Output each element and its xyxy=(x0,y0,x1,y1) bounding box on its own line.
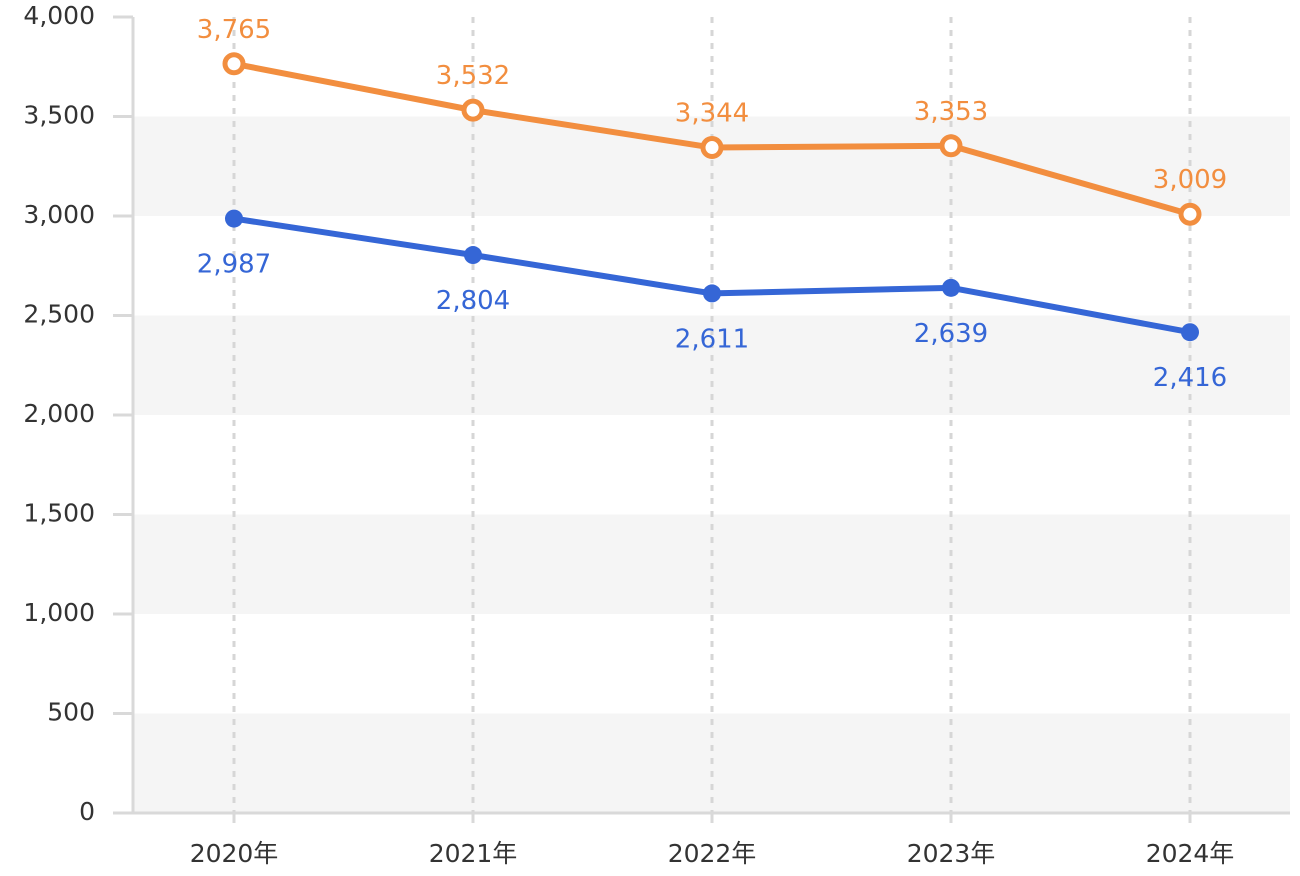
y-tick-label: 1,500 xyxy=(23,499,95,528)
x-tick-label: 2021年 xyxy=(429,839,518,868)
x-tick-label: 2023年 xyxy=(907,839,996,868)
data-label: 2,639 xyxy=(914,319,988,349)
data-point xyxy=(225,209,243,228)
data-point xyxy=(700,136,724,160)
data-label: 3,532 xyxy=(436,61,510,91)
data-point xyxy=(461,98,485,122)
data-label: 2,611 xyxy=(675,324,749,354)
data-label: 2,416 xyxy=(1153,363,1227,393)
data-point xyxy=(939,134,963,158)
y-tick-label: 4,000 xyxy=(23,1,95,30)
x-tick-label: 2024年 xyxy=(1146,839,1235,868)
data-label: 3,765 xyxy=(197,15,271,45)
y-tick-label: 3,500 xyxy=(23,101,95,130)
data-point xyxy=(942,278,960,297)
y-tick-label: 1,000 xyxy=(23,598,95,627)
data-label: 2,987 xyxy=(197,250,271,280)
data-point xyxy=(222,52,246,76)
data-label: 3,344 xyxy=(675,99,749,129)
y-tick-label: 2,500 xyxy=(23,300,95,329)
y-tick-label: 3,000 xyxy=(23,200,95,229)
data-label: 3,353 xyxy=(914,97,988,127)
y-axis-ticks: 0 500 1,000 1,500 2,000 2,500 3,000 3,500 4,000 xyxy=(23,1,133,826)
data-label: 3,009 xyxy=(1153,165,1227,195)
data-point xyxy=(703,284,721,303)
x-axis-ticks: 2020年 2021年 2022年 2023年 2024年 xyxy=(190,813,1235,868)
data-point xyxy=(1181,323,1199,342)
data-point xyxy=(1178,202,1202,226)
y-tick-label: 0 xyxy=(79,797,95,826)
x-tick-label: 2022年 xyxy=(668,839,757,868)
data-point xyxy=(464,246,482,265)
series-1: 2,987 2,804 2,611 2,639 2,416 xyxy=(197,209,1227,393)
series-0: 3,765 3,532 3,344 3,353 3,009 xyxy=(197,15,1227,226)
y-tick-label: 500 xyxy=(47,698,95,727)
series-layer: 3,765 3,532 3,344 3,353 3,009 2,987 2,804 2,611… xyxy=(197,15,1227,393)
data-label: 2,804 xyxy=(436,286,510,316)
series-line xyxy=(231,215,1193,336)
x-tick-label: 2020年 xyxy=(190,839,279,868)
y-tick-label: 2,000 xyxy=(23,399,95,428)
